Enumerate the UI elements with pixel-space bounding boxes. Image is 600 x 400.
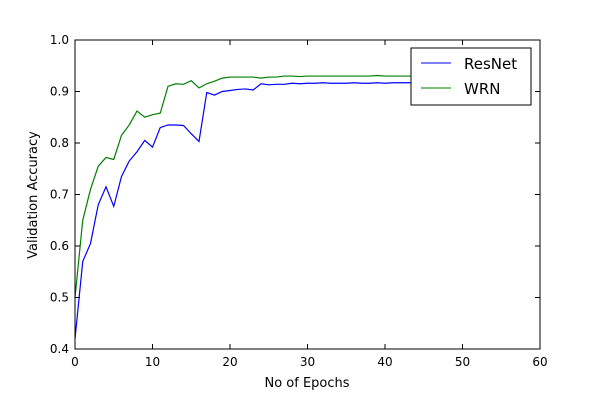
series-line-wrn bbox=[74, 74, 416, 298]
y-tick-label: 0.4 bbox=[50, 342, 69, 356]
legend-box bbox=[410, 47, 532, 106]
x-tick-label: 40 bbox=[377, 355, 392, 369]
x-tick-label: 20 bbox=[222, 355, 237, 369]
x-tick-label: 0 bbox=[71, 355, 79, 369]
x-tick-label: 60 bbox=[532, 355, 547, 369]
x-axis-label: No of Epochs bbox=[264, 376, 349, 391]
x-tick-label: 50 bbox=[455, 355, 470, 369]
y-tick-label: 0.9 bbox=[50, 85, 69, 99]
y-tick-label: 0.7 bbox=[50, 188, 69, 202]
legend-label-wrn: WRN bbox=[464, 80, 500, 98]
x-tick-label: 30 bbox=[300, 355, 315, 369]
series-line-resnet bbox=[74, 82, 416, 339]
series-layer bbox=[74, 74, 416, 339]
ticks-layer: 0 10 20 30 40 50 60 0.4 0.5 0.6 0.7 0.8 0.9 1.0 bbox=[50, 33, 548, 369]
y-tick-label: 1.0 bbox=[50, 33, 69, 47]
y-tick-label: 0.6 bbox=[50, 239, 69, 253]
y-axis-label: Validation Accuracy bbox=[26, 131, 41, 259]
legend-label-resnet: ResNet bbox=[464, 55, 517, 73]
x-tick-label: 10 bbox=[145, 355, 160, 369]
y-tick-label: 0.5 bbox=[50, 291, 69, 305]
y-tick-label: 0.8 bbox=[50, 136, 69, 150]
legend: ResNet WRN bbox=[410, 47, 532, 106]
